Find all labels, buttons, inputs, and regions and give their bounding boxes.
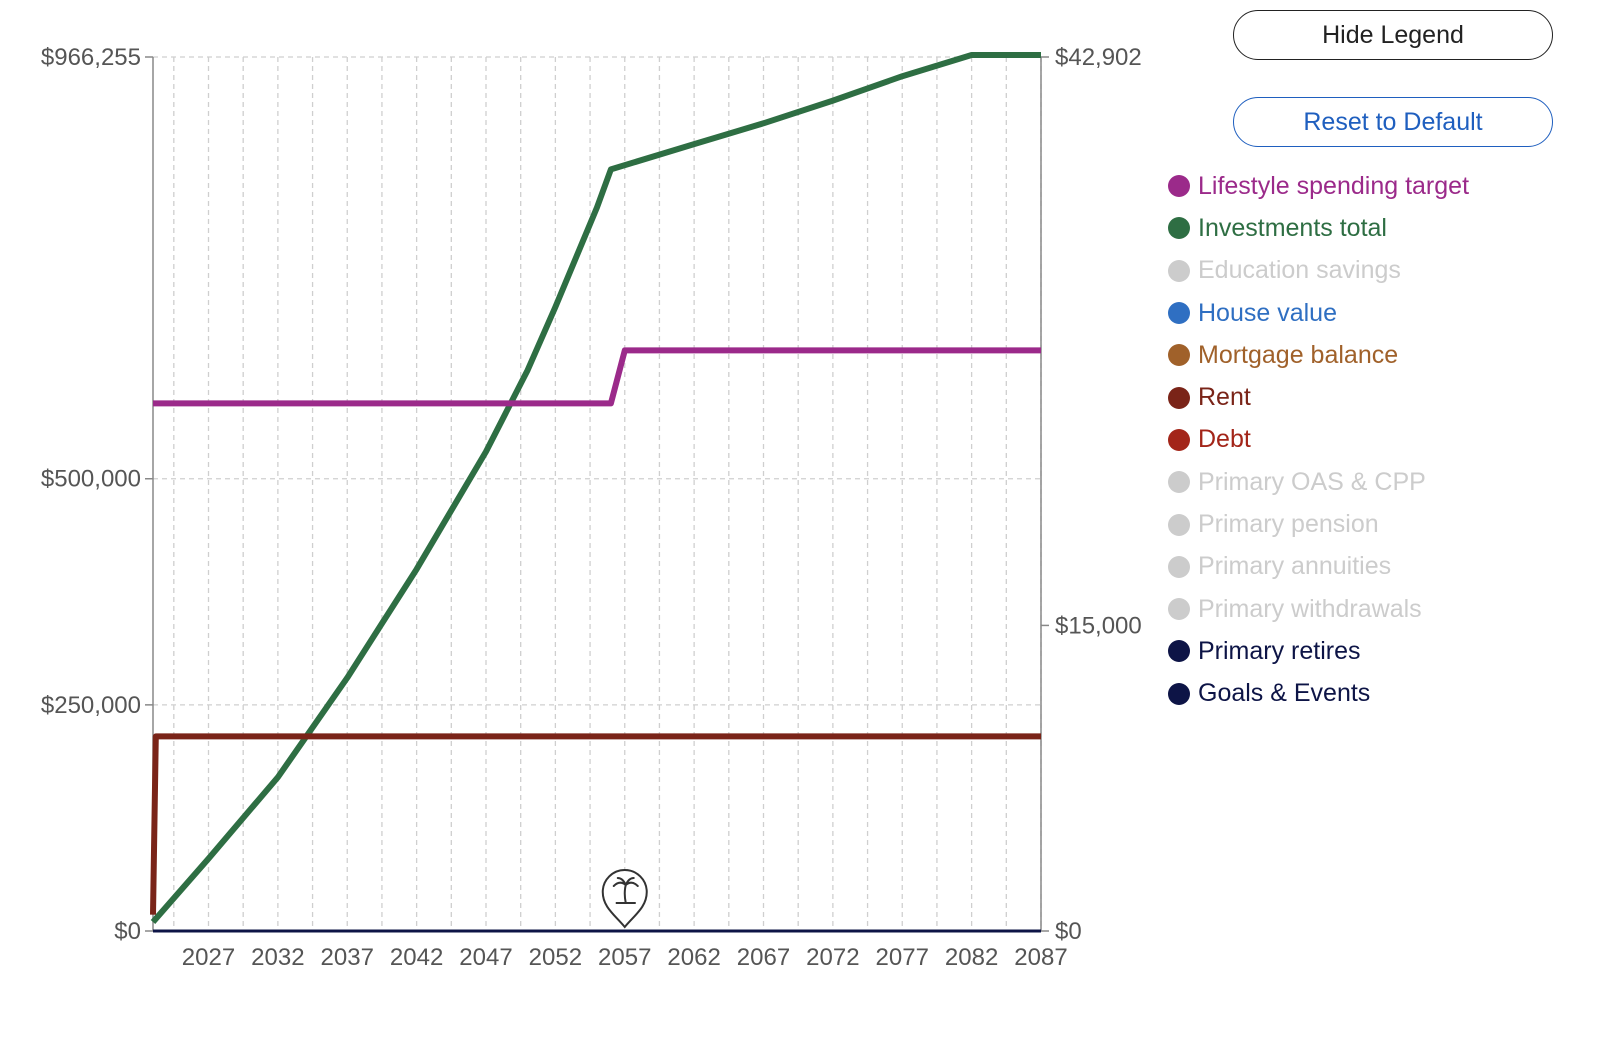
x-tick-label: 2077 (876, 944, 929, 971)
x-tick-label: 2052 (529, 944, 582, 971)
y-left-tick-label: $250,000 (41, 692, 141, 719)
series (150, 52, 1041, 933)
legend-item-investments-total[interactable]: Investments total (1168, 207, 1469, 249)
legend-item-lifestyle-spending-target[interactable]: Lifestyle spending target (1168, 165, 1469, 207)
legend-label: Investments total (1198, 213, 1387, 242)
grid (153, 56, 1042, 931)
series-line-investments-total (150, 52, 1041, 924)
x-tick-label: 2032 (251, 944, 304, 971)
hide-legend-button[interactable]: Hide Legend (1233, 10, 1553, 60)
legend-item-rent[interactable]: Rent (1168, 376, 1469, 418)
legend-dot-icon (1168, 640, 1190, 663)
y-left-tick-label: $0 (114, 918, 141, 945)
chart: 2027 2032 2037 2042 2047 2052 2057 2062 2067 2072… (41, 44, 1142, 971)
y-left-tick-label: $966,255 (41, 44, 141, 71)
legend-label: Goals & Events (1198, 679, 1371, 708)
legend-item-primary-annuities[interactable]: Primary annuities (1168, 546, 1469, 588)
legend-item-primary-retires[interactable]: Primary retires (1168, 630, 1469, 672)
legend-label: Debt (1198, 425, 1251, 454)
y-right-tick-label: $15,000 (1055, 612, 1142, 639)
y-left-tick-label: $500,000 (41, 466, 141, 493)
legend-dot-icon (1168, 555, 1190, 578)
x-tick-label: 2042 (390, 944, 443, 971)
legend-dot-icon (1168, 344, 1190, 367)
axes (145, 56, 1049, 932)
series-line-rent (150, 733, 1041, 915)
markers (601, 869, 648, 929)
legend-label: Primary annuities (1198, 552, 1392, 581)
y-right-tick-label: $42,902 (1055, 44, 1142, 71)
legend-dot-icon (1168, 175, 1190, 198)
legend-label: Primary withdrawals (1198, 594, 1422, 623)
legend-item-education-savings[interactable]: Education savings (1168, 250, 1469, 292)
legend-label: House value (1198, 298, 1337, 327)
x-tick-label: 2062 (667, 944, 720, 971)
legend-dot-icon (1168, 598, 1190, 621)
x-tick-label: 2047 (459, 944, 512, 971)
legend-dot-icon (1168, 386, 1190, 409)
legend-item-debt[interactable]: Debt (1168, 419, 1469, 461)
legend-label: Primary retires (1198, 636, 1361, 665)
x-tick-label: 2082 (945, 944, 998, 971)
legend-label: Primary OAS & CPP (1198, 467, 1426, 496)
legend: Lifestyle spending target Investments tot… (1168, 165, 1469, 715)
x-tick-label: 2087 (1014, 944, 1067, 971)
x-tick-label: 2072 (806, 944, 859, 971)
legend-dot-icon (1168, 471, 1190, 494)
legend-dot-icon (1168, 513, 1190, 536)
x-tick-label: 2027 (182, 944, 235, 971)
legend-label: Education savings (1198, 256, 1401, 285)
legend-dot-icon (1168, 217, 1190, 240)
legend-label: Rent (1198, 383, 1251, 412)
legend-dot-icon (1168, 682, 1190, 705)
legend-label: Mortgage balance (1198, 340, 1399, 369)
x-tick-label: 2037 (321, 944, 374, 971)
x-tick-label: 2057 (598, 944, 651, 971)
legend-item-goals-and-events[interactable]: Goals & Events (1168, 673, 1469, 715)
legend-item-house-value[interactable]: House value (1168, 292, 1469, 334)
legend-item-primary-oas-and-cpp[interactable]: Primary OAS & CPP (1168, 461, 1469, 503)
palm-tree-pin-icon (601, 869, 648, 929)
x-tick-label: 2067 (737, 944, 790, 971)
legend-item-primary-pension[interactable]: Primary pension (1168, 503, 1469, 545)
legend-item-mortgage-balance[interactable]: Mortgage balance (1168, 334, 1469, 376)
palm-fronds (612, 877, 639, 887)
legend-dot-icon (1168, 302, 1190, 325)
legend-label: Primary pension (1198, 510, 1379, 539)
reset-to-default-button[interactable]: Reset to Default (1233, 97, 1553, 147)
legend-dot-icon (1168, 259, 1190, 282)
series-line-lifestyle-spending-target (153, 347, 1041, 407)
legend-item-primary-withdrawals[interactable]: Primary withdrawals (1168, 588, 1469, 630)
palm-trunk (623, 884, 627, 904)
legend-label: Lifestyle spending target (1198, 171, 1470, 200)
y-right-tick-label: $0 (1055, 918, 1082, 945)
tick-labels: 2027 2032 2037 2042 2047 2052 2057 2062 2067 2072… (41, 44, 1142, 971)
legend-dot-icon (1168, 428, 1190, 451)
